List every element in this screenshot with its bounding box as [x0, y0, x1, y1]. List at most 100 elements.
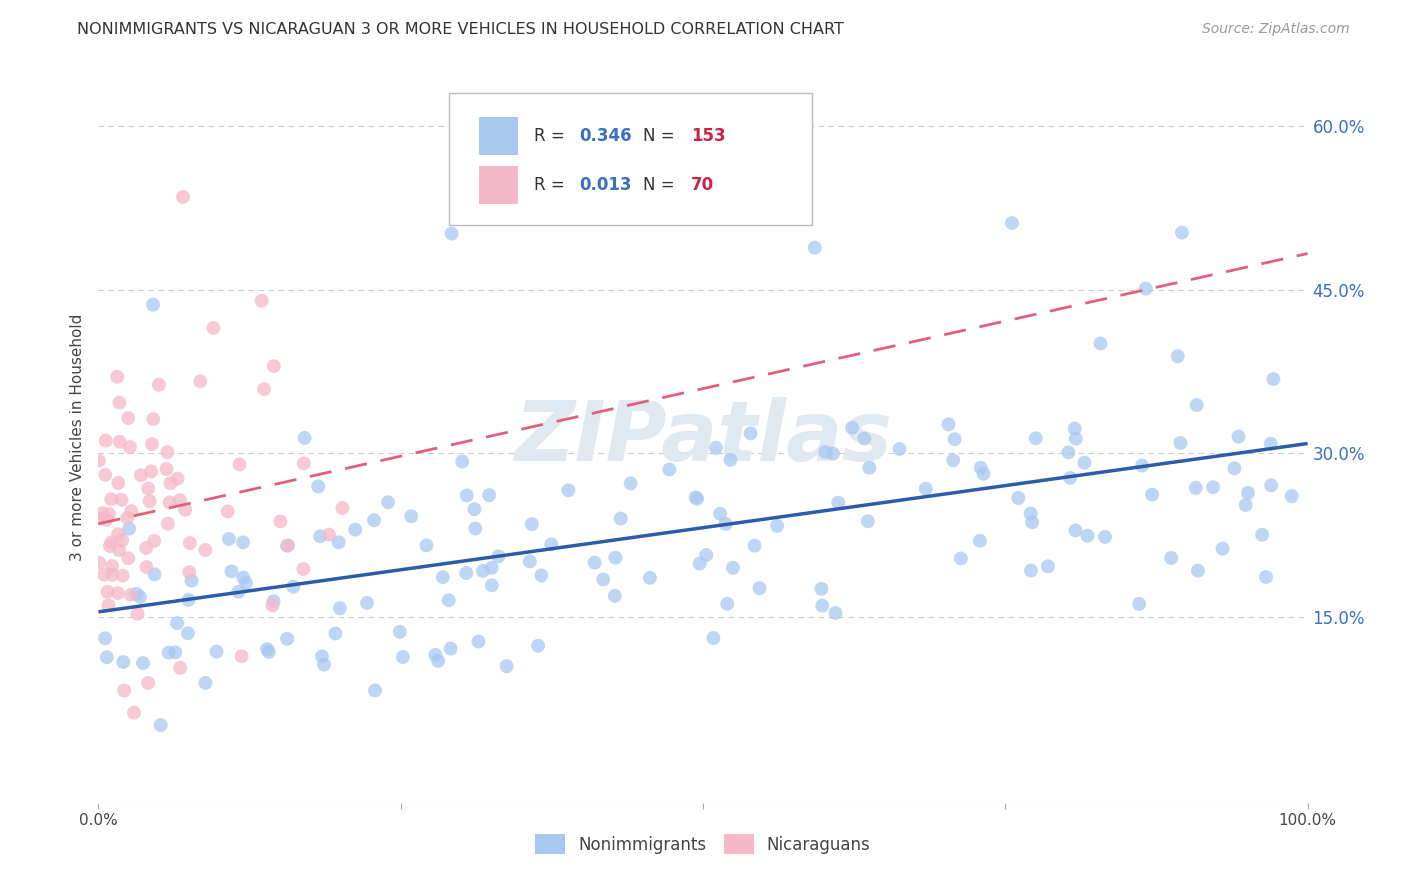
Point	[440, 227, 463, 241]
Point	[744, 539, 766, 553]
Point	[949, 551, 972, 566]
Point	[89, 556, 111, 570]
Point	[141, 437, 163, 451]
Point	[914, 482, 936, 496]
Point	[100, 535, 122, 549]
Point	[253, 382, 276, 396]
Point	[231, 649, 253, 664]
Point	[716, 597, 738, 611]
Point	[311, 649, 333, 664]
Point	[91, 506, 114, 520]
Point	[94, 434, 117, 448]
Point	[122, 706, 145, 720]
Point	[821, 447, 844, 461]
Point	[276, 539, 298, 553]
Point	[638, 571, 661, 585]
Point	[118, 522, 141, 536]
Point	[1167, 349, 1189, 363]
Point	[858, 460, 880, 475]
Point	[973, 467, 995, 481]
Point	[425, 648, 447, 662]
Point	[1063, 421, 1085, 435]
Point	[1170, 436, 1192, 450]
Text: 153: 153	[690, 127, 725, 145]
Point	[1185, 481, 1208, 495]
Point	[803, 241, 825, 255]
Text: 0.346: 0.346	[579, 127, 633, 145]
Point	[159, 476, 181, 491]
Point	[143, 567, 166, 582]
Point	[714, 516, 737, 531]
Point	[111, 533, 134, 548]
Point	[135, 560, 157, 574]
Point	[101, 559, 124, 574]
Point	[938, 417, 960, 432]
Point	[720, 452, 742, 467]
Point	[97, 507, 120, 521]
Point	[93, 567, 115, 582]
Point	[583, 556, 606, 570]
Point	[439, 641, 461, 656]
Text: N =: N =	[643, 177, 679, 194]
Point	[495, 659, 517, 673]
Text: ZIPatlas: ZIPatlas	[515, 397, 891, 477]
Point	[814, 445, 837, 459]
Point	[235, 575, 257, 590]
Point	[605, 550, 627, 565]
Point	[277, 538, 299, 552]
Point	[519, 554, 541, 568]
Point	[159, 495, 181, 509]
Point	[1073, 456, 1095, 470]
Point	[702, 631, 724, 645]
Point	[156, 445, 179, 459]
Point	[202, 321, 225, 335]
Legend: Nonimmigrants, Nicaraguans: Nonimmigrants, Nicaraguans	[529, 828, 877, 860]
Point	[364, 683, 387, 698]
Point	[1281, 489, 1303, 503]
Point	[540, 537, 562, 551]
Point	[363, 513, 385, 527]
Point	[228, 584, 250, 599]
Point	[325, 626, 347, 640]
Point	[329, 601, 352, 615]
Point	[1128, 597, 1150, 611]
Point	[1130, 458, 1153, 473]
Text: R =: R =	[534, 177, 569, 194]
Point	[824, 606, 846, 620]
Point	[748, 581, 770, 595]
Point	[427, 654, 450, 668]
Point	[603, 589, 626, 603]
Point	[1223, 461, 1246, 475]
Point	[1254, 570, 1277, 584]
Point	[98, 539, 121, 553]
Point	[129, 590, 152, 604]
Point	[276, 632, 298, 646]
Point	[658, 462, 681, 476]
Point	[179, 536, 201, 550]
Point	[169, 661, 191, 675]
Point	[344, 523, 367, 537]
Point	[1094, 530, 1116, 544]
Point	[942, 453, 965, 467]
Point	[138, 494, 160, 508]
Point	[217, 504, 239, 518]
Point	[94, 467, 117, 482]
Point	[1076, 529, 1098, 543]
Point	[1135, 282, 1157, 296]
Point	[127, 607, 149, 621]
Point	[97, 598, 120, 612]
Point	[179, 565, 201, 579]
Text: R =: R =	[534, 127, 569, 145]
Point	[695, 548, 717, 562]
Point	[107, 475, 129, 490]
Point	[471, 564, 494, 578]
Point	[1260, 478, 1282, 492]
Point	[392, 650, 415, 665]
Point	[1019, 507, 1042, 521]
Point	[481, 578, 503, 592]
Point	[1185, 398, 1208, 412]
Point	[766, 519, 789, 533]
Point	[96, 650, 118, 665]
Point	[377, 495, 399, 509]
Point	[309, 529, 332, 543]
